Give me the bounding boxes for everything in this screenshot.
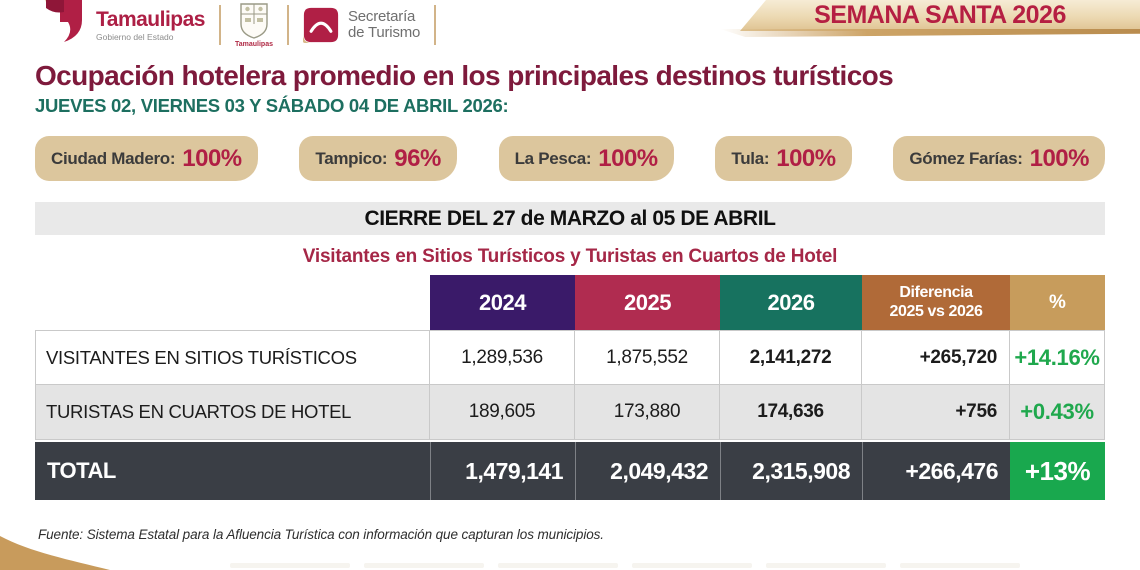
badge-value: 96% — [394, 144, 441, 172]
tamaulipas-ribbon-icon — [30, 0, 88, 50]
header-diff-line1: Diferencia — [899, 284, 973, 302]
badge-value: 100% — [598, 144, 658, 172]
tourism-icon — [302, 7, 339, 43]
badge-value: 100% — [1029, 144, 1090, 172]
table-row-visitantes: VISITANTES EN SITIOS TURÍSTICOS 1,289,53… — [35, 330, 1105, 385]
badge-tampico: Tampico: 96% — [299, 136, 457, 181]
badge-gomez-farias: Gómez Farías: 100% — [893, 136, 1105, 181]
header: Tamaulipas Gobierno del Estado Tamaulipa… — [0, 0, 1140, 50]
page-title: Ocupación hotelera promedio en los princ… — [35, 60, 894, 91]
state-seal: Tamaulipas — [235, 2, 273, 48]
bottom-strip-decoration — [230, 563, 1020, 568]
badge-tula: Tula: 100% — [715, 136, 852, 181]
header-cell-percent: % — [1010, 275, 1105, 330]
badge-value: 100% — [182, 144, 242, 172]
event-banner: SEMANA SANTA 2026 — [740, 0, 1140, 31]
badge-label: Tampico: — [315, 148, 388, 168]
corner-swoosh-decoration — [0, 536, 110, 570]
brand-name: Tamaulipas — [96, 7, 205, 31]
header-cell-diferencia: Diferencia 2025 vs 2026 — [862, 275, 1010, 330]
seal-caption: Tamaulipas — [234, 41, 273, 48]
table-total-row: TOTAL 1,479,141 2,049,432 2,315,908 +266… — [35, 442, 1105, 500]
badge-label: Ciudad Madero: — [51, 148, 176, 168]
event-banner-swoosh — [720, 29, 1140, 37]
header-divider — [218, 5, 221, 45]
row-value-2024: 1,289,536 — [430, 330, 575, 385]
header-2024-label: 2024 — [479, 289, 526, 315]
bottom-strip-segment — [364, 563, 484, 568]
badge-value: 100% — [776, 144, 836, 172]
turismo-label-line1: Secretaría — [347, 7, 416, 25]
logo-cluster: Tamaulipas Gobierno del Estado Tamaulipa… — [30, 0, 450, 50]
turismo-label: Secretaría de Turismo — [347, 7, 421, 42]
row-value-pct: +14.16% — [1010, 330, 1105, 385]
header-2025-label: 2025 — [624, 289, 671, 315]
total-value-pct: +13% — [1010, 442, 1105, 500]
occupancy-badges: Ciudad Madero: 100% Tampico: 96% La Pesc… — [35, 136, 1105, 181]
bottom-strip-segment — [230, 563, 350, 568]
table-header-row: 2024 2025 2026 Diferencia 2025 vs 2026 % — [35, 275, 1105, 330]
row-label: TURISTAS EN CUARTOS DE HOTEL — [35, 385, 430, 440]
bottom-strip-segment — [900, 563, 1020, 568]
badge-label: Gómez Farías: — [909, 148, 1023, 168]
header-cell-2025: 2025 — [575, 275, 720, 330]
brand-subtitle: Gobierno del Estado — [96, 31, 174, 42]
badge-label: La Pesca: — [514, 148, 592, 168]
period-banner-text: CIERRE DEL 27 de MARZO al 05 DE ABRIL — [364, 206, 776, 230]
bottom-strip-segment — [766, 563, 886, 568]
total-label: TOTAL — [47, 458, 116, 483]
header-percent-label: % — [1049, 291, 1066, 313]
state-seal-icon — [240, 3, 268, 39]
row-label: VISITANTES EN SITIOS TURÍSTICOS — [35, 330, 430, 385]
total-value-2025: 2,049,432 — [575, 442, 720, 500]
data-table: 2024 2025 2026 Diferencia 2025 vs 2026 %… — [35, 275, 1105, 500]
dates-subtitle: JUEVES 02, VIERNES 03 Y SÁBADO 04 DE ABR… — [35, 95, 509, 116]
source-note: Fuente: Sistema Estatal para la Afluenci… — [38, 527, 604, 542]
row-value-diff: +265,720 — [862, 330, 1010, 385]
badge-la-pesca: La Pesca: 100% — [498, 136, 674, 181]
header-cell-2026: 2026 — [720, 275, 862, 330]
header-divider — [286, 5, 289, 45]
bottom-strip-segment — [498, 563, 618, 568]
row-value-2026: 174,636 — [720, 385, 862, 440]
total-value-diff: +266,476 — [862, 442, 1010, 500]
turismo-brand: Secretaría de Turismo — [302, 7, 421, 43]
row-value-2024: 189,605 — [430, 385, 575, 440]
brand-text: Tamaulipas Gobierno del Estado — [96, 9, 205, 42]
table-title: Visitantes en Sitios Turísticos y Turist… — [302, 246, 838, 267]
table-row-turistas: TURISTAS EN CUARTOS DE HOTEL 189,605 173… — [35, 385, 1105, 440]
row-value-2026: 2,141,272 — [720, 330, 862, 385]
badge-label: Tula: — [731, 148, 770, 168]
header-diff-line2: 2025 vs 2026 — [889, 302, 983, 320]
badge-ciudad-madero: Ciudad Madero: 100% — [35, 136, 258, 181]
header-cell-2024: 2024 — [430, 275, 575, 330]
total-value-2026: 2,315,908 — [720, 442, 862, 500]
period-banner: CIERRE DEL 27 de MARZO al 05 DE ABRIL — [35, 202, 1105, 235]
row-value-2025: 1,875,552 — [575, 330, 720, 385]
total-value-2024: 1,479,141 — [430, 442, 575, 500]
event-banner-text: SEMANA SANTA 2026 — [814, 1, 1066, 29]
bottom-strip-segment — [632, 563, 752, 568]
header-cell-empty — [35, 275, 430, 330]
row-value-2025: 173,880 — [575, 385, 720, 440]
turismo-label-line2: de Turismo — [347, 24, 421, 41]
header-2026-label: 2026 — [767, 289, 815, 315]
header-divider — [434, 5, 437, 45]
row-value-pct: +0.43% — [1010, 385, 1105, 440]
row-value-diff: +756 — [862, 385, 1010, 440]
